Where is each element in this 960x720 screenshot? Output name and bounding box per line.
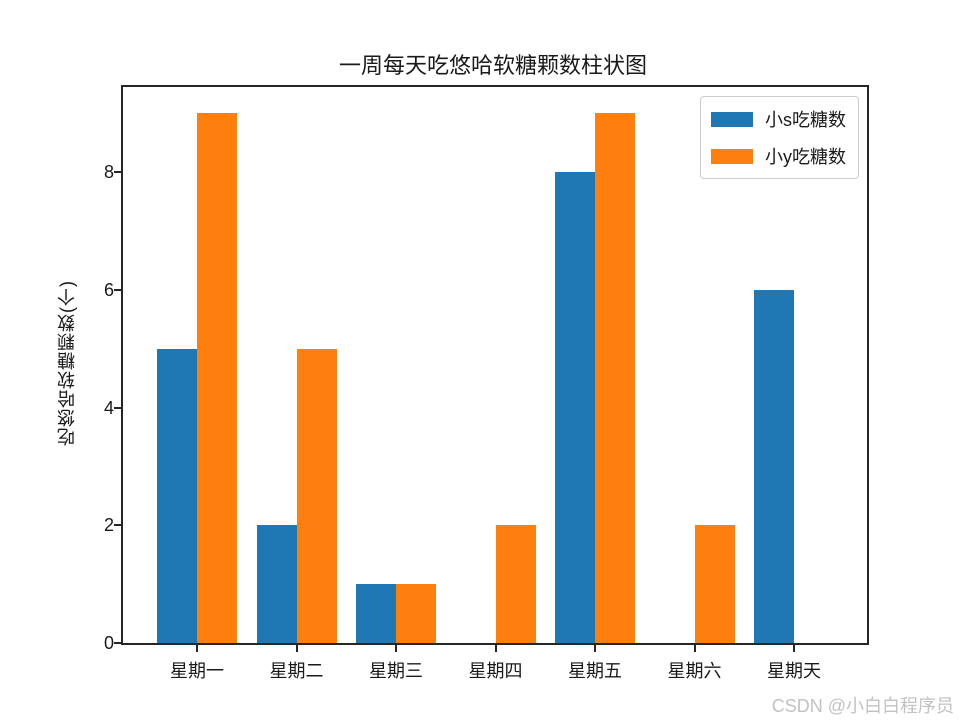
- legend-item: 小s吃糖数: [711, 106, 846, 132]
- x-tick-mark: [594, 645, 596, 652]
- y-tick-mark: [114, 406, 121, 409]
- bar: [356, 584, 396, 643]
- bar: [495, 525, 536, 643]
- x-tick-mark: [295, 645, 298, 652]
- chart-title: 一周每天吃悠哈软糖颗数柱状图: [338, 53, 647, 78]
- x-tick-label: 星期天: [767, 661, 821, 681]
- bar: [555, 172, 595, 643]
- y-tick-label: 0: [103, 633, 114, 653]
- legend-swatch: [711, 148, 753, 164]
- x-tick-mark: [693, 645, 696, 652]
- bar: [396, 584, 436, 643]
- bar: [157, 348, 197, 643]
- y-tick-label: 6: [103, 279, 114, 300]
- x-tick-mark: [494, 645, 497, 652]
- y-tick-label: 2: [103, 515, 114, 536]
- x-tick-label: 星期一: [170, 661, 224, 681]
- bar: [296, 348, 337, 643]
- bar: [754, 289, 794, 643]
- x-tick-mark: [395, 645, 397, 652]
- bar: [197, 113, 237, 643]
- y-tick-mark: [114, 524, 121, 527]
- legend: 小s吃糖数小y吃糖数: [700, 96, 859, 179]
- bar: [694, 525, 735, 643]
- legend-item: 小y吃糖数: [711, 143, 846, 169]
- legend-label: 小s吃糖数: [765, 110, 846, 130]
- bar: [256, 525, 297, 643]
- y-tick-label: 8: [103, 162, 114, 183]
- plot-area: 0 2 4 6 8 星期一 星期二 星期三 星期四 星期五 星期六 星期天 小s吃糖数小y吃糖数: [104, 85, 869, 681]
- legend-label: 小y吃糖数: [765, 147, 846, 167]
- x-tick-label: 星期四: [468, 661, 523, 681]
- x-tick-label: 星期三: [369, 661, 423, 681]
- legend-swatch: [711, 111, 753, 127]
- y-tick-mark: [114, 288, 121, 291]
- y-tick-label: 4: [103, 397, 114, 418]
- x-tick-label: 星期六: [667, 661, 722, 681]
- watermark: CSDN @小白白程序员: [771, 696, 954, 716]
- x-tick-label: 星期二: [269, 661, 324, 681]
- x-tick-mark: [196, 645, 198, 652]
- x-tick-label: 星期五: [568, 661, 622, 681]
- x-tick-mark: [793, 645, 795, 652]
- y-tick-mark: [114, 171, 121, 174]
- bar: [595, 113, 635, 643]
- y-tick-mark: [114, 642, 121, 644]
